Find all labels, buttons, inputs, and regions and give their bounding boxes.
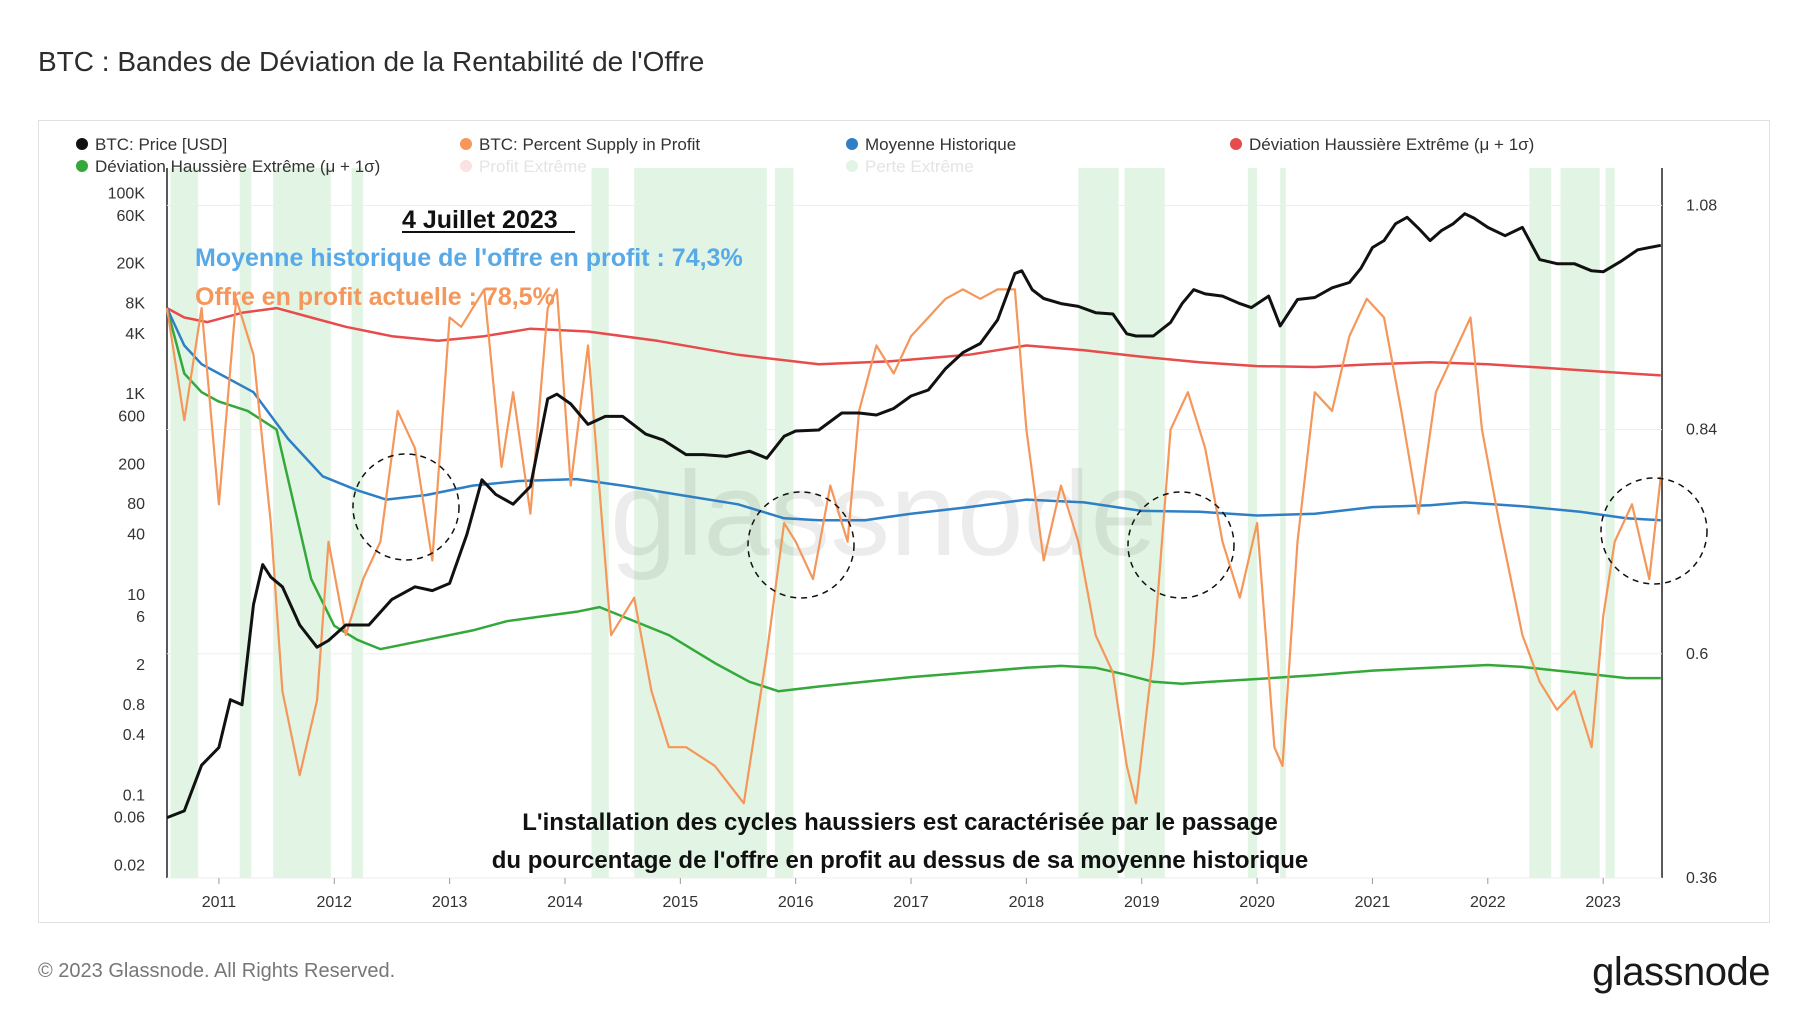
legend-label: Déviation Haussière Extrême (μ + 1σ) [1249,135,1534,154]
extreme-loss-band [1560,168,1600,878]
y-left-tick-label: 2 [136,657,145,674]
extreme-loss-band [1605,168,1615,878]
extreme-loss-band [1280,168,1286,878]
legend-marker [1230,138,1242,150]
y-left-tick-label: 40 [127,526,145,543]
extreme-loss-band [239,168,252,878]
legend-label: BTC: Price [USD] [95,135,227,154]
legend-marker [846,160,858,172]
y-left-tick-label: 8K [125,296,145,313]
x-tick-label: 2023 [1585,894,1621,911]
legend-label: BTC: Percent Supply in Profit [479,135,700,154]
x-tick-label: 2016 [778,894,814,911]
x-tick-label: 2021 [1355,894,1391,911]
y-left-tick-label: 60K [117,208,146,225]
supply-profit-line [165,288,1662,805]
legend-marker [460,138,472,150]
extreme-loss-band [591,168,609,878]
legend-label: Moyenne Historique [865,135,1016,154]
extreme-loss-shading [170,168,1615,878]
highlight-circle-2016 [747,491,855,599]
y-left-tick-label: 20K [117,256,146,273]
axes: 100K 60K 20K 8K 4K 1K 600 200 80 40 10 6 2 0.8 0.4 0.1 0… [108,168,1717,911]
y-right-tick-label: 0.84 [1686,422,1717,439]
legend-marker [460,160,472,172]
watermark: glassnode [610,447,1157,581]
y-left-tick-label: 1K [125,386,145,403]
highlight-circle-2013 [352,453,460,561]
y-left-tick-label: 600 [118,408,145,425]
x-tick-label: 2019 [1124,894,1160,911]
x-tick-label: 2012 [316,894,352,911]
glassnode-logo: glassnode [1592,950,1770,994]
extreme-loss-band [170,168,199,878]
y-right-tick-label: 0.6 [1686,646,1708,663]
x-tick-label: 2017 [893,894,929,911]
annotation-current: Offre en profit actuelle : 78,5% [195,283,555,311]
legend-marker [846,138,858,150]
y-left-tick-label: 6 [136,609,145,626]
extreme-loss-band [634,168,767,878]
copyright: © 2023 Glassnode. All Rights Reserved. [38,960,396,982]
y-left-tick-label: 200 [118,456,145,473]
legend: BTC: Price [USD] BTC: Percent Supply in P… [76,135,1534,176]
annotations: 4 Juillet 2023 Moyenne historique de l'o… [195,206,1708,874]
series [165,212,1662,819]
annotation-bottom-line1: L'installation des cycles haussiers est … [522,809,1277,836]
x-tick-label: 2018 [1009,894,1045,911]
annotation-mean: Moyenne historique de l'offre en profit … [195,244,743,272]
extreme-loss-band [273,168,331,878]
y-left-tick-label: 0.02 [114,857,145,874]
y-right-tick-label: 0.36 [1686,870,1717,887]
y-left-tick-label: 100K [108,186,146,203]
legend-marker [76,138,88,150]
price-line [166,212,1662,819]
extreme-loss-band [1078,168,1119,878]
y-left-tick-label: 0.06 [114,810,145,827]
x-tick-label: 2013 [432,894,468,911]
annotation-date: 4 Juillet 2023 [402,206,558,234]
x-tick-label: 2015 [663,894,699,911]
y-left-tick-label: 0.1 [123,787,145,804]
extreme-loss-band [1247,168,1258,878]
x-tick-label: 2020 [1239,894,1275,911]
legend-label: Déviation Haussière Extrême (μ + 1σ) [95,157,380,176]
page-title: BTC : Bandes de Déviation de la Rentabil… [38,46,705,77]
historical-mean-line [165,307,1661,522]
annotation-bottom-line2: du pourcentage de l'offre en profit au d… [492,847,1309,874]
legend-marker [76,160,88,172]
chart-frame [38,120,1770,923]
y-left-tick-label: 0.8 [123,697,145,714]
y-left-tick-label: 0.4 [123,727,145,744]
x-tick-label: 2022 [1470,894,1506,911]
deviation-red-line [166,306,1661,377]
highlight-circle-2023 [1600,477,1708,585]
highlight-circle-2019 [1127,491,1235,599]
y-left-tick-label: 10 [127,587,145,604]
extreme-loss-band [1124,168,1165,878]
y-left-tick-label: 4K [125,326,145,343]
extreme-loss-band [351,168,364,878]
x-tick-label: 2011 [202,894,237,911]
x-tick-label: 2014 [547,894,583,911]
legend-label: Profit Extrême [479,157,587,176]
deviation-green-line [165,307,1661,693]
y-right-tick-label: 1.08 [1686,197,1717,214]
extreme-loss-band [1529,168,1552,878]
legend-label: Perte Extrême [865,157,974,176]
y-left-tick-label: 80 [127,496,145,513]
